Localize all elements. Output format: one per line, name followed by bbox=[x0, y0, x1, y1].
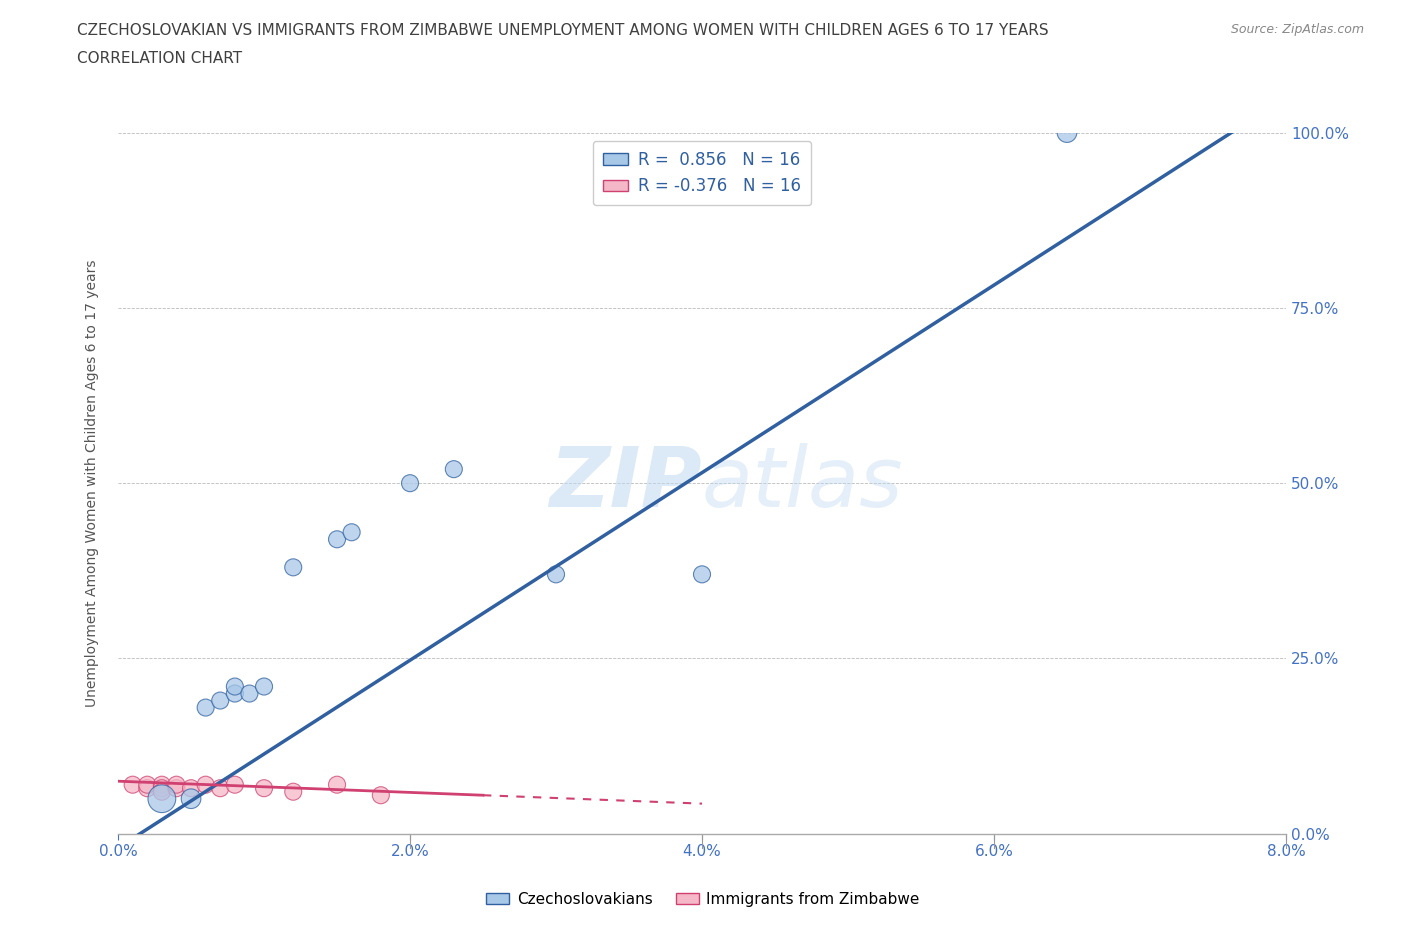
Point bbox=[224, 777, 246, 792]
Point bbox=[253, 679, 276, 694]
Point bbox=[690, 567, 713, 582]
Point bbox=[209, 781, 232, 796]
Point bbox=[399, 476, 422, 491]
Text: CORRELATION CHART: CORRELATION CHART bbox=[77, 51, 242, 66]
Point bbox=[194, 777, 217, 792]
Point bbox=[224, 686, 246, 701]
Point bbox=[180, 791, 202, 806]
Point bbox=[136, 781, 159, 796]
Point bbox=[1056, 126, 1078, 140]
Point bbox=[150, 777, 173, 792]
Text: Source: ZipAtlas.com: Source: ZipAtlas.com bbox=[1230, 23, 1364, 36]
Point bbox=[209, 693, 232, 708]
Point bbox=[253, 781, 276, 796]
Point bbox=[121, 777, 143, 792]
Point bbox=[194, 700, 217, 715]
Point bbox=[326, 777, 349, 792]
Y-axis label: Unemployment Among Women with Children Ages 6 to 17 years: Unemployment Among Women with Children A… bbox=[86, 259, 100, 707]
Text: ZIP: ZIP bbox=[550, 443, 702, 524]
Text: atlas: atlas bbox=[702, 443, 904, 524]
Point bbox=[150, 791, 173, 806]
Point bbox=[326, 532, 349, 547]
Point bbox=[150, 784, 173, 799]
Point bbox=[238, 686, 260, 701]
Point bbox=[136, 777, 159, 792]
Point bbox=[165, 777, 187, 792]
Point bbox=[370, 788, 392, 803]
Point bbox=[165, 781, 187, 796]
Point bbox=[544, 567, 567, 582]
Point bbox=[283, 560, 305, 575]
Point bbox=[180, 781, 202, 796]
Legend: Czechoslovakians, Immigrants from Zimbabwe: Czechoslovakians, Immigrants from Zimbab… bbox=[481, 886, 925, 913]
Legend: R =  0.856   N = 16, R = -0.376   N = 16: R = 0.856 N = 16, R = -0.376 N = 16 bbox=[593, 141, 811, 206]
Point bbox=[150, 781, 173, 796]
Point bbox=[224, 679, 246, 694]
Point bbox=[283, 784, 305, 799]
Point bbox=[340, 525, 363, 539]
Text: CZECHOSLOVAKIAN VS IMMIGRANTS FROM ZIMBABWE UNEMPLOYMENT AMONG WOMEN WITH CHILDR: CZECHOSLOVAKIAN VS IMMIGRANTS FROM ZIMBA… bbox=[77, 23, 1049, 38]
Point bbox=[443, 461, 465, 476]
